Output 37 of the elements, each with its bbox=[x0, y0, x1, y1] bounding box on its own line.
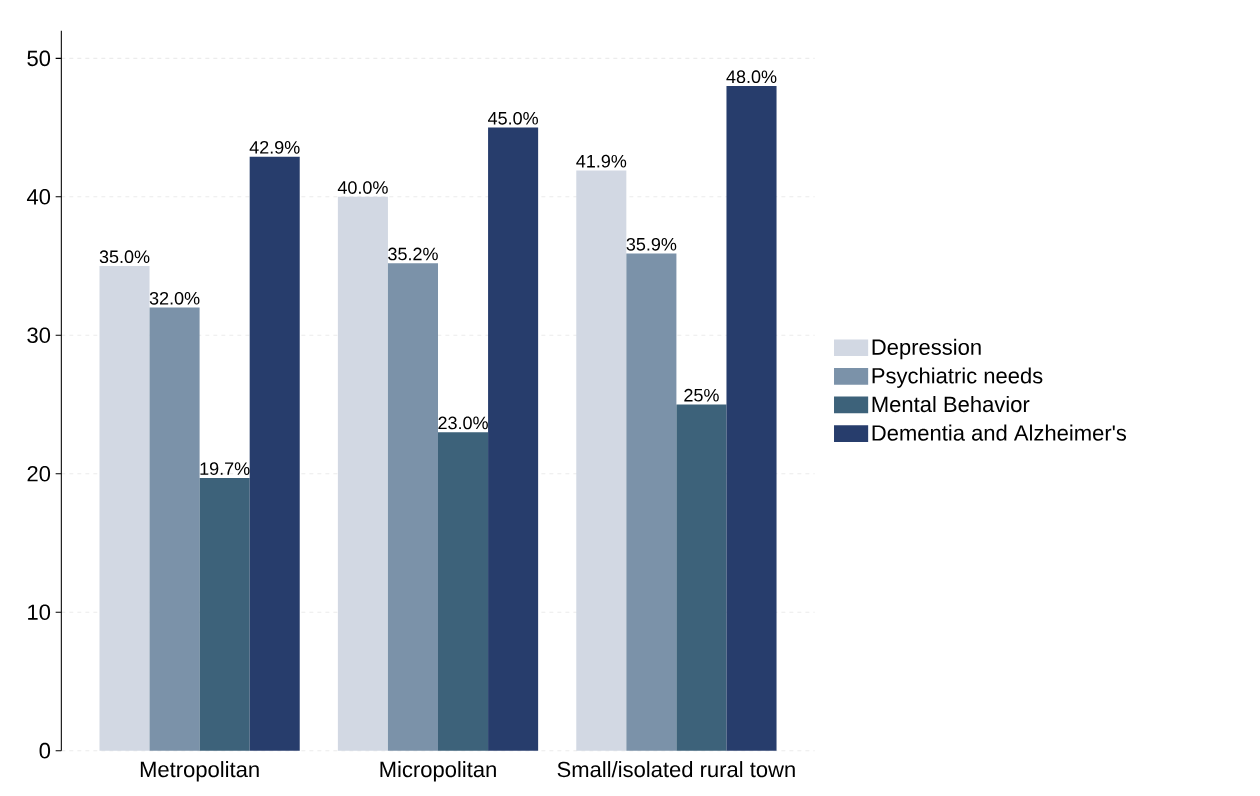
data-label: 48.0% bbox=[726, 70, 777, 84]
x-tick-label: Small/isolated rural town bbox=[557, 761, 795, 778]
bar bbox=[149, 307, 200, 751]
legend-label: Mental Behavior bbox=[872, 396, 1030, 413]
bar bbox=[576, 170, 627, 751]
bar bbox=[676, 404, 727, 751]
x-tick-label: Micropolitan bbox=[380, 761, 496, 782]
y-tick-label: 10 bbox=[28, 604, 51, 620]
data-label: 35.2% bbox=[388, 247, 438, 261]
bar bbox=[99, 266, 150, 751]
data-label: 35.9% bbox=[626, 237, 677, 251]
y-tick-label: 0 bbox=[39, 742, 51, 759]
y-tick-label: 40 bbox=[26, 189, 51, 205]
data-label: 45.0% bbox=[488, 111, 538, 125]
data-label: 25% bbox=[684, 388, 719, 402]
data-label: 40.0% bbox=[337, 181, 388, 194]
data-label: 35.0% bbox=[99, 250, 150, 264]
data-label: 41.9% bbox=[576, 154, 627, 168]
x-tick-label: Metropolitan bbox=[140, 761, 259, 782]
bar bbox=[726, 86, 777, 751]
bar bbox=[387, 263, 439, 751]
bar bbox=[438, 432, 489, 751]
legend-label: Dementia and Alzheimer's bbox=[872, 424, 1127, 441]
data-label: 32.0% bbox=[149, 291, 200, 305]
bar bbox=[626, 253, 677, 751]
y-tick-label: 50 bbox=[27, 50, 51, 67]
bar bbox=[488, 127, 539, 751]
data-label: 19.7% bbox=[200, 462, 250, 475]
data-label: 23.0% bbox=[438, 416, 488, 430]
data-label: 42.9% bbox=[249, 140, 300, 154]
legend-label: Depression bbox=[872, 338, 981, 360]
y-tick-label: 20 bbox=[27, 465, 51, 482]
bar bbox=[199, 477, 250, 751]
bar bbox=[249, 156, 300, 751]
legend-label: Psychiatric needs bbox=[872, 367, 1043, 388]
bar bbox=[337, 196, 388, 751]
y-tick-label: 30 bbox=[27, 327, 51, 344]
